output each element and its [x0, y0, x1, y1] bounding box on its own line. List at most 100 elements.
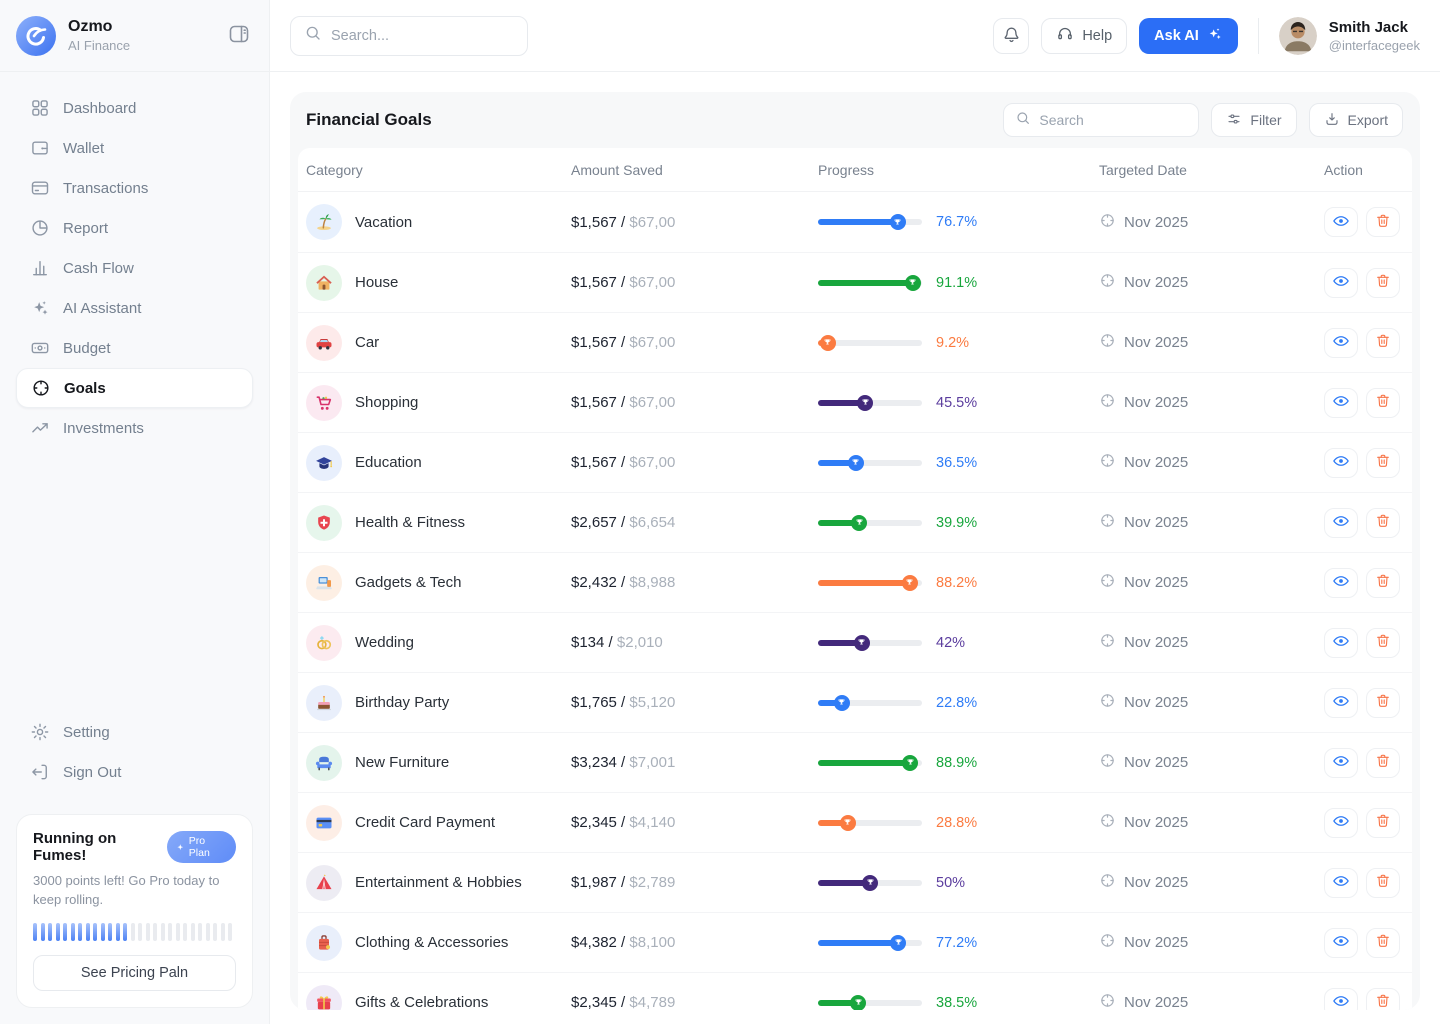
trash-icon — [1375, 633, 1391, 652]
eye-icon — [1332, 332, 1350, 353]
eye-icon — [1332, 812, 1350, 833]
view-goal-button[interactable] — [1324, 867, 1358, 898]
trash-icon — [1375, 333, 1391, 352]
meter-bar — [175, 923, 180, 941]
table-row: New Furniture $3,234 / $7,001 88.9% Nov … — [298, 732, 1412, 792]
delete-goal-button[interactable] — [1366, 627, 1400, 658]
filter-icon — [1226, 111, 1242, 130]
export-button[interactable]: Export — [1308, 103, 1403, 137]
view-goal-button[interactable] — [1324, 447, 1358, 478]
goals-search-input[interactable] — [1039, 112, 1188, 128]
sidebar-item-transactions[interactable]: Transactions — [16, 168, 253, 208]
view-goal-button[interactable] — [1324, 747, 1358, 778]
report-icon — [30, 218, 50, 238]
goals-search[interactable] — [1003, 103, 1200, 137]
table-row: Gadgets & Tech $2,432 / $8,988 88.2% Nov… — [298, 552, 1412, 612]
avatar[interactable] — [1278, 16, 1317, 55]
delete-goal-button[interactable] — [1366, 387, 1400, 418]
progress-fill — [818, 999, 859, 1006]
view-goal-button[interactable] — [1324, 267, 1358, 298]
delete-goal-button[interactable] — [1366, 207, 1400, 237]
ai-icon — [30, 298, 50, 318]
sidebar-item-investments[interactable]: Investments — [16, 408, 253, 448]
progress-knob-trophy-icon — [862, 874, 878, 891]
progress: 28.8% — [818, 814, 1099, 831]
sidebar-collapse-button[interactable] — [225, 22, 253, 50]
search-input[interactable] — [331, 27, 514, 44]
delete-goal-button[interactable] — [1366, 807, 1400, 838]
view-goal-button[interactable] — [1324, 927, 1358, 958]
target-icon — [1099, 332, 1116, 353]
ozmo-logo-icon — [16, 15, 56, 56]
progress-percent: 91.1% — [936, 274, 978, 291]
sidebar-item-ai-assistant[interactable]: AI Assistant — [16, 288, 253, 328]
ask-ai-button[interactable]: Ask AI — [1139, 17, 1238, 54]
delete-goal-button[interactable] — [1366, 447, 1400, 478]
view-goal-button[interactable] — [1324, 687, 1358, 718]
meter-bar — [168, 923, 172, 941]
sidebar-item-goals[interactable]: Goals — [16, 368, 253, 408]
ask-ai-label: Ask AI — [1154, 27, 1199, 44]
category-label: Gadgets & Tech — [355, 574, 462, 591]
delete-goal-button[interactable] — [1366, 987, 1400, 1010]
progress-track — [818, 874, 922, 891]
help-button[interactable]: Help — [1041, 17, 1128, 54]
view-goal-button[interactable] — [1324, 327, 1358, 358]
sidebar-item-dashboard[interactable]: Dashboard — [16, 88, 253, 128]
creditcard-icon — [306, 804, 342, 841]
trash-icon — [1375, 393, 1391, 412]
meter-bar — [115, 923, 120, 941]
sidebar-item-report[interactable]: Report — [16, 208, 253, 248]
trash-icon — [1375, 933, 1391, 952]
bell-icon — [1002, 25, 1021, 47]
progress-track — [818, 574, 922, 591]
progress-percent: 45.5% — [936, 394, 978, 411]
view-goal-button[interactable] — [1324, 627, 1358, 658]
delete-goal-button[interactable] — [1366, 327, 1400, 358]
meter-bar — [198, 923, 202, 941]
amount-saved: $1,567 / $67,00 — [571, 334, 676, 351]
progress-fill — [818, 399, 866, 406]
sidebar-item-setting[interactable]: Setting — [16, 712, 253, 752]
progress-knob-trophy-icon — [901, 574, 918, 591]
meter-bar — [138, 923, 142, 941]
progress: 39.9% — [818, 514, 1099, 531]
delete-goal-button[interactable] — [1366, 927, 1400, 958]
delete-goal-button[interactable] — [1366, 567, 1400, 598]
sidebar-item-cash-flow[interactable]: Cash Flow — [16, 248, 253, 288]
progress-fill — [818, 819, 848, 826]
view-goal-button[interactable] — [1324, 987, 1358, 1010]
view-goal-button[interactable] — [1324, 507, 1358, 538]
view-goal-button[interactable] — [1324, 807, 1358, 838]
global-search[interactable] — [290, 15, 528, 56]
delete-goal-button[interactable] — [1366, 687, 1400, 718]
notifications-button[interactable] — [993, 17, 1030, 54]
delete-goal-button[interactable] — [1366, 747, 1400, 778]
targeted-date: Nov 2025 — [1099, 872, 1324, 893]
view-goal-button[interactable] — [1324, 567, 1358, 598]
sidebar-item-wallet[interactable]: Wallet — [16, 128, 253, 168]
progress: 76.7% — [818, 214, 1099, 230]
eye-icon — [1332, 452, 1350, 473]
filter-button[interactable]: Filter — [1211, 103, 1297, 137]
progress-track — [818, 934, 922, 951]
see-pricing-button[interactable]: See Pricing Paln — [33, 955, 236, 991]
delete-goal-button[interactable] — [1366, 507, 1400, 538]
targeted-date: Nov 2025 — [1099, 512, 1324, 533]
view-goal-button[interactable] — [1324, 387, 1358, 418]
delete-goal-button[interactable] — [1366, 867, 1400, 898]
table-header: Category Amount Saved Progress Targeted … — [298, 148, 1412, 192]
trash-icon — [1375, 273, 1391, 292]
sparkles-icon — [1207, 26, 1223, 46]
delete-goal-button[interactable] — [1366, 267, 1400, 298]
view-goal-button[interactable] — [1324, 207, 1358, 237]
headset-icon — [1056, 25, 1074, 47]
sidebar-item-budget[interactable]: Budget — [16, 328, 253, 368]
eye-icon — [1332, 212, 1350, 233]
progress-fill — [818, 219, 898, 225]
meter-bar — [70, 923, 75, 941]
sidebar-item-sign-out[interactable]: Sign Out — [16, 752, 253, 792]
cashflow-icon — [30, 258, 50, 278]
goals-icon — [31, 378, 51, 398]
gadgets-icon — [306, 564, 342, 601]
